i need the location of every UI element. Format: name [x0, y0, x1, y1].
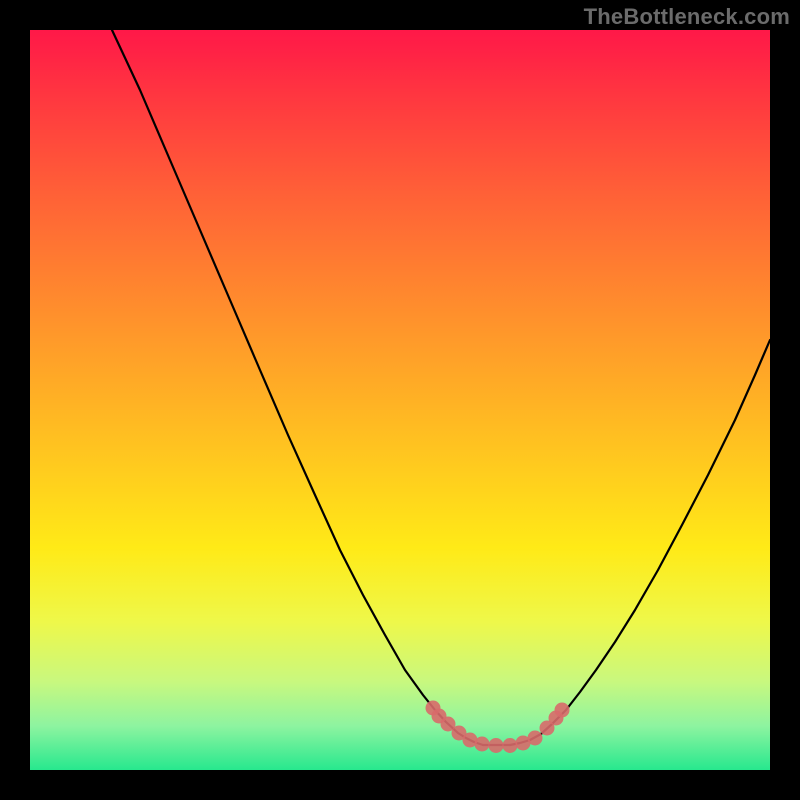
chart-frame: TheBottleneck.com	[0, 0, 800, 800]
bottleneck-chart	[30, 30, 770, 770]
watermark-label: TheBottleneck.com	[584, 4, 790, 30]
marker-point	[475, 737, 490, 752]
chart-svg	[30, 30, 770, 770]
chart-background	[30, 30, 770, 770]
marker-point	[555, 703, 570, 718]
marker-point	[528, 731, 543, 746]
marker-point	[489, 738, 504, 753]
marker-point	[503, 738, 518, 753]
